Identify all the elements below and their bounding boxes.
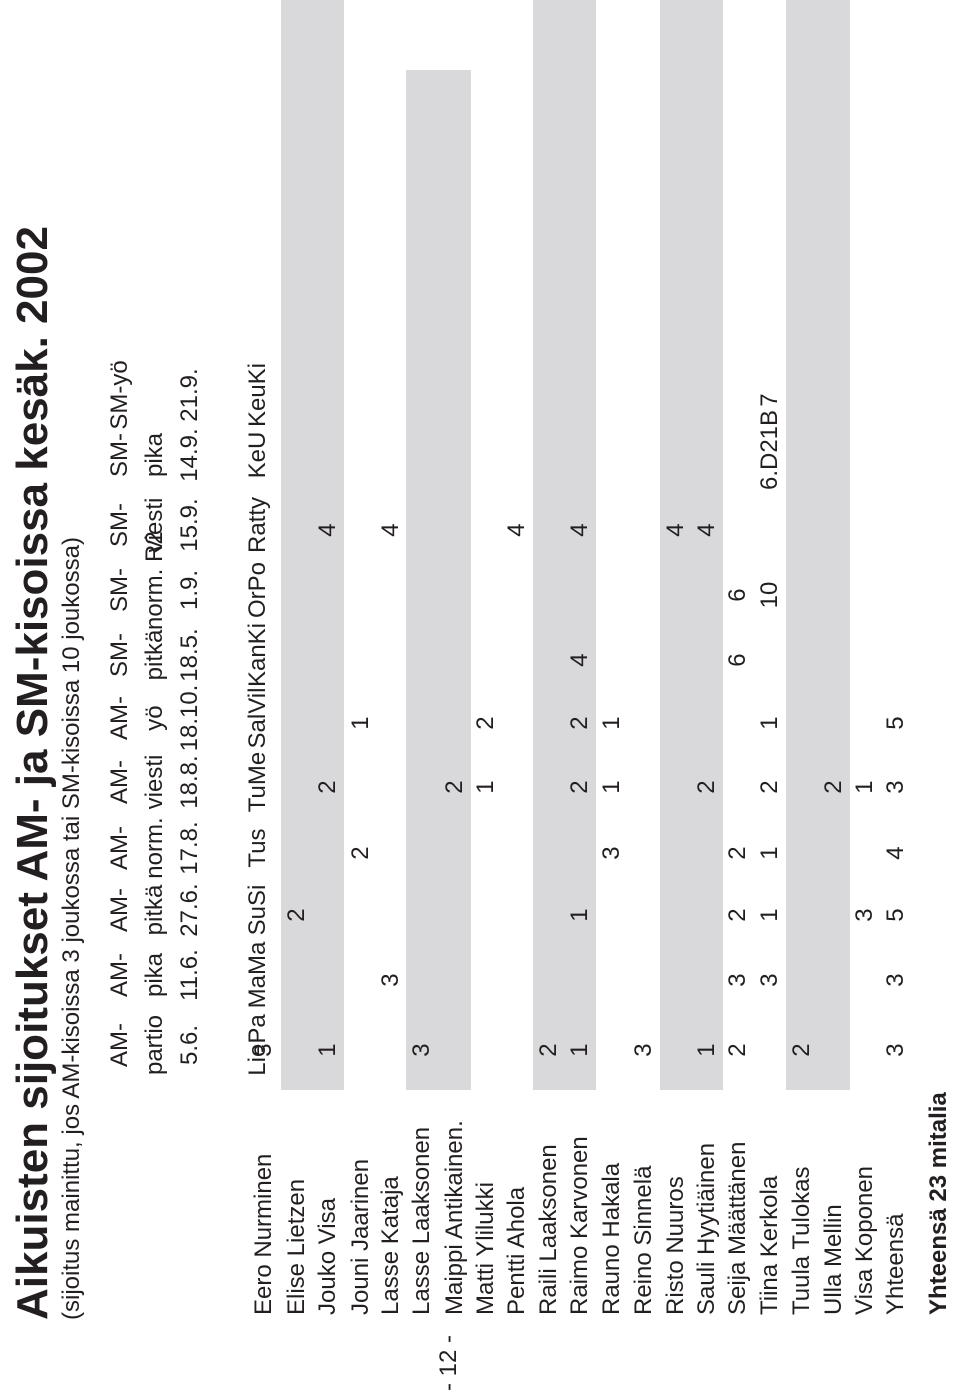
column-header-line2: partio — [141, 1014, 168, 1076]
placement-cell: 10 — [756, 581, 783, 609]
placement-cell: 1 — [314, 1043, 341, 1057]
athlete-name: Elise Lietzen — [283, 1178, 310, 1315]
total-row-label: Yhteensä — [882, 1213, 909, 1315]
placement-cell: 3 — [408, 1043, 435, 1057]
placement-cell: 1 — [566, 908, 593, 922]
placement-cell: 3 — [598, 846, 625, 860]
grand-total: Yhteensä 23 mitalia — [925, 1092, 952, 1315]
placement-cell: 3 — [250, 1043, 277, 1057]
athlete-name: Tuula Tulokas — [788, 1166, 815, 1315]
placement-cell: 1 — [756, 908, 783, 922]
placement-cell: 4 — [882, 846, 909, 860]
athlete-name: Raili Laaksonen — [535, 1144, 562, 1315]
placement-cell: 2 — [724, 1043, 751, 1057]
athlete-name: Jouko Visa — [314, 1198, 341, 1315]
placement-cell: 3 — [882, 780, 909, 794]
placement-cell: 1 — [472, 780, 499, 794]
placement-cell: 3 — [630, 1043, 657, 1057]
athlete-name: Lasse Laaksonen — [408, 1126, 435, 1315]
column-header-club: Ratty — [244, 497, 271, 554]
column-header-date: 15.9. — [176, 498, 203, 552]
athlete-name: Raimo Karvonen — [566, 1136, 593, 1315]
athlete-name: Eero Nurminen — [250, 1153, 277, 1315]
placement-cell: 1 — [566, 1043, 593, 1057]
placement-cell: 4 — [566, 523, 593, 537]
placement-cell: 5 — [882, 716, 909, 730]
athlete-name: Reino Sinnelä — [630, 1165, 657, 1315]
athlete-name: Visa Koponen — [851, 1165, 878, 1315]
placement-cell: 4 — [566, 653, 593, 667]
placement-cell: 7 — [756, 393, 783, 407]
athlete-name: Tiina Kerkola — [756, 1175, 783, 1315]
column-header-line2: viesti — [141, 497, 168, 553]
placement-cell: 3 — [882, 973, 909, 987]
page-title: Aikuisten sijoitukset AM- ja SM-kisoissa… — [8, 226, 57, 1320]
placement-cell: 5 — [882, 908, 909, 922]
column-header-line1: SM- — [106, 503, 133, 547]
row-shading-band — [786, 0, 850, 1090]
athlete-name: Jouni Jaarinen — [347, 1158, 374, 1315]
placement-cell: 4 — [693, 523, 720, 537]
placement-cell: 2 — [535, 1043, 562, 1057]
page-number: - 12 - — [435, 1334, 462, 1391]
row-shading-band — [406, 70, 471, 1090]
placement-cell: 3 — [756, 973, 783, 987]
placement-cell: 1 — [756, 716, 783, 730]
athlete-name: Ulla Mellin — [820, 1204, 847, 1315]
athlete-name: Maippi Antikainen. — [441, 1120, 468, 1315]
placement-cell: 1 — [693, 1043, 720, 1057]
placement-cell: 1 — [598, 716, 625, 730]
placement-cell: 2 — [566, 716, 593, 730]
placement-cell: 1 — [598, 780, 625, 794]
column-header-date: 21.9. — [176, 368, 203, 422]
athlete-name: Pentti Ahola — [503, 1186, 530, 1315]
athlete-name: Matti Ylilukki — [472, 1182, 499, 1315]
placement-cell: 2 — [347, 846, 374, 860]
placement-cell: 2 — [566, 780, 593, 794]
placement-cell: 6 — [724, 653, 751, 667]
athlete-name: Risto Nuuros — [662, 1176, 689, 1315]
placement-cell: 2 — [441, 780, 468, 794]
placement-cell: 3 — [724, 973, 751, 987]
placement-cell: 2 — [283, 908, 310, 922]
page-subtitle: (sijoitus mainittu, jos AM-kisoissa 3 jo… — [58, 537, 85, 1320]
athlete-name: Lasse Kataja — [377, 1176, 404, 1315]
placement-cell: 4 — [662, 523, 689, 537]
athlete-name: Rauno Hakala — [598, 1162, 625, 1315]
placement-cell: 2 — [314, 780, 341, 794]
placement-cell: 4 — [314, 523, 341, 537]
placement-cell: 3 — [882, 1043, 909, 1057]
athlete-name: Sauli Hyytiäinen — [693, 1142, 720, 1315]
placement-cell: 2 — [788, 1043, 815, 1057]
column-header-line2: pika — [141, 432, 168, 478]
placement-cell: 2 — [820, 780, 847, 794]
placement-cell: 1 — [851, 780, 878, 794]
placement-cell: 3 — [851, 908, 878, 922]
placement-cell: 2 — [756, 780, 783, 794]
placement-cell: 2 — [693, 780, 720, 794]
placement-cell: 1 — [756, 846, 783, 860]
column-header-line1: SM-yö — [106, 360, 133, 430]
placement-cell: 4 — [503, 523, 530, 537]
placement-cell: 2 — [724, 908, 751, 922]
placement-cell: 2 — [724, 846, 751, 860]
column-header-club: KeuKi — [244, 362, 271, 428]
column-header-date: 5.6. — [176, 1024, 203, 1066]
athlete-name: Seija Määttänen — [724, 1141, 751, 1315]
placement-cell: 6 — [724, 588, 751, 602]
column-header-line1: AM- — [106, 1023, 133, 1067]
placement-cell: 3 — [377, 973, 404, 987]
placement-cell: 4 — [377, 523, 404, 537]
placement-cell: 1 — [347, 716, 374, 730]
placement-cell: 2 — [472, 716, 499, 730]
